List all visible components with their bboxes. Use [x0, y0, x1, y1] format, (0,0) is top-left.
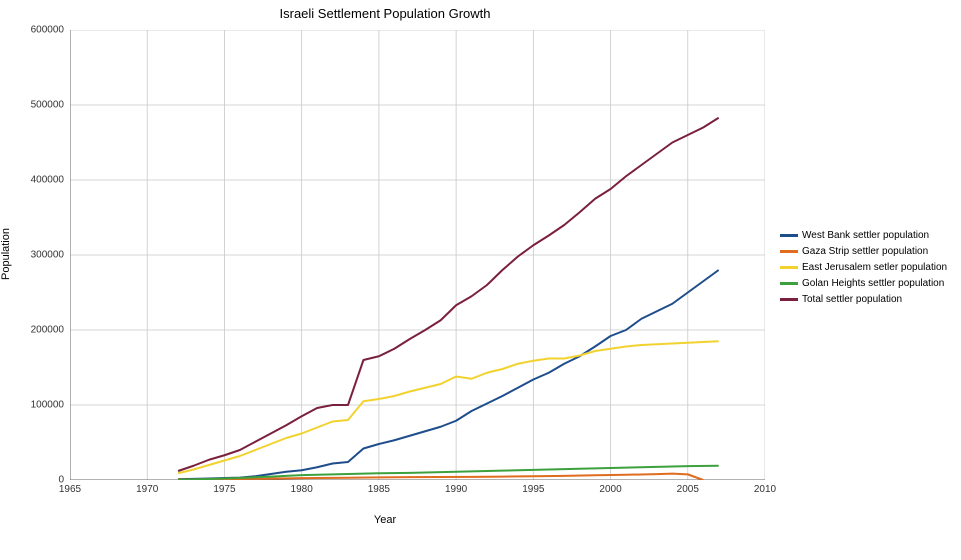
y-tick-label: 400000 [18, 175, 64, 186]
x-tick-label: 1985 [368, 484, 390, 495]
legend-label: Gaza Strip settler population [802, 246, 928, 257]
legend-label: East Jerusalem setler population [802, 262, 947, 273]
x-tick-label: 1990 [445, 484, 467, 495]
legend-label: Total settler population [802, 294, 902, 305]
legend-label: West Bank settler population [802, 230, 929, 241]
chart-container: Israeli Settlement Population Growth Pop… [0, 0, 961, 560]
x-tick-label: 1980 [291, 484, 313, 495]
legend-swatch [780, 298, 798, 301]
x-tick-label: 1995 [522, 484, 544, 495]
legend-item: Total settler population [780, 294, 947, 305]
legend-swatch [780, 234, 798, 237]
x-tick-label: 1970 [136, 484, 158, 495]
y-tick-label: 600000 [18, 25, 64, 36]
y-axis-label: Population [0, 228, 12, 280]
y-tick-label: 100000 [18, 400, 64, 411]
y-tick-label: 500000 [18, 100, 64, 111]
y-tick-label: 300000 [18, 250, 64, 261]
legend: West Bank settler population Gaza Strip s… [780, 230, 947, 310]
x-tick-label: 1975 [213, 484, 235, 495]
legend-item: West Bank settler population [780, 230, 947, 241]
legend-item: East Jerusalem setler population [780, 262, 947, 273]
x-tick-label: 2010 [754, 484, 776, 495]
x-axis-label: Year [0, 514, 770, 526]
plot-area [70, 30, 765, 480]
y-tick-label: 200000 [18, 325, 64, 336]
legend-item: Golan Heights settler population [780, 278, 947, 289]
legend-item: Gaza Strip settler population [780, 246, 947, 257]
y-tick-label: 0 [18, 475, 64, 486]
x-tick-label: 2000 [599, 484, 621, 495]
x-tick-label: 1965 [59, 484, 81, 495]
legend-label: Golan Heights settler population [802, 278, 944, 289]
chart-title: Israeli Settlement Population Growth [0, 6, 770, 21]
legend-swatch [780, 250, 798, 253]
legend-swatch [780, 282, 798, 285]
x-tick-label: 2005 [677, 484, 699, 495]
legend-swatch [780, 266, 798, 269]
